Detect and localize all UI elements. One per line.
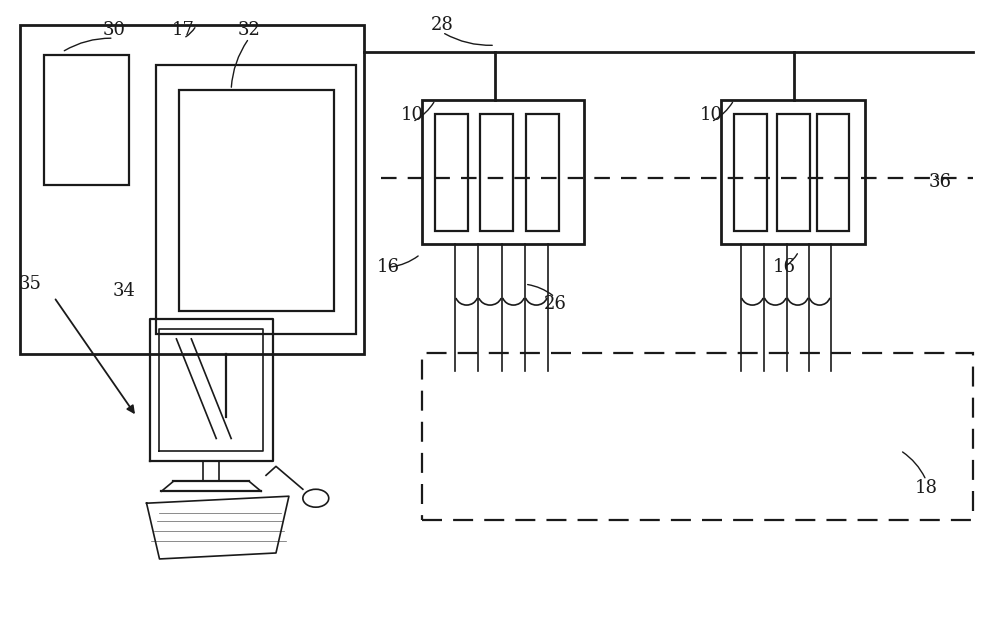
Bar <box>734 114 767 231</box>
Bar <box>435 114 468 231</box>
Bar <box>422 353 973 520</box>
Text: 34: 34 <box>112 282 135 300</box>
Text: 10: 10 <box>700 106 723 124</box>
Text: 26: 26 <box>543 295 566 313</box>
Bar <box>44 55 129 185</box>
Text: 18: 18 <box>915 479 938 497</box>
Text: 32: 32 <box>238 21 261 39</box>
Text: 35: 35 <box>19 275 41 293</box>
Bar <box>179 90 334 311</box>
Bar <box>20 26 364 354</box>
Bar <box>777 114 810 231</box>
Text: 16: 16 <box>377 258 400 276</box>
Bar <box>526 114 559 231</box>
Text: 16: 16 <box>772 258 795 276</box>
Text: 28: 28 <box>431 16 454 35</box>
Ellipse shape <box>303 489 329 507</box>
Bar <box>422 100 584 244</box>
Bar <box>480 114 513 231</box>
Bar <box>721 100 865 244</box>
Bar <box>156 65 356 334</box>
Text: 36: 36 <box>929 173 952 190</box>
Text: 30: 30 <box>102 21 125 39</box>
Text: 10: 10 <box>401 106 424 124</box>
Text: 17: 17 <box>172 21 195 39</box>
Bar <box>817 114 849 231</box>
